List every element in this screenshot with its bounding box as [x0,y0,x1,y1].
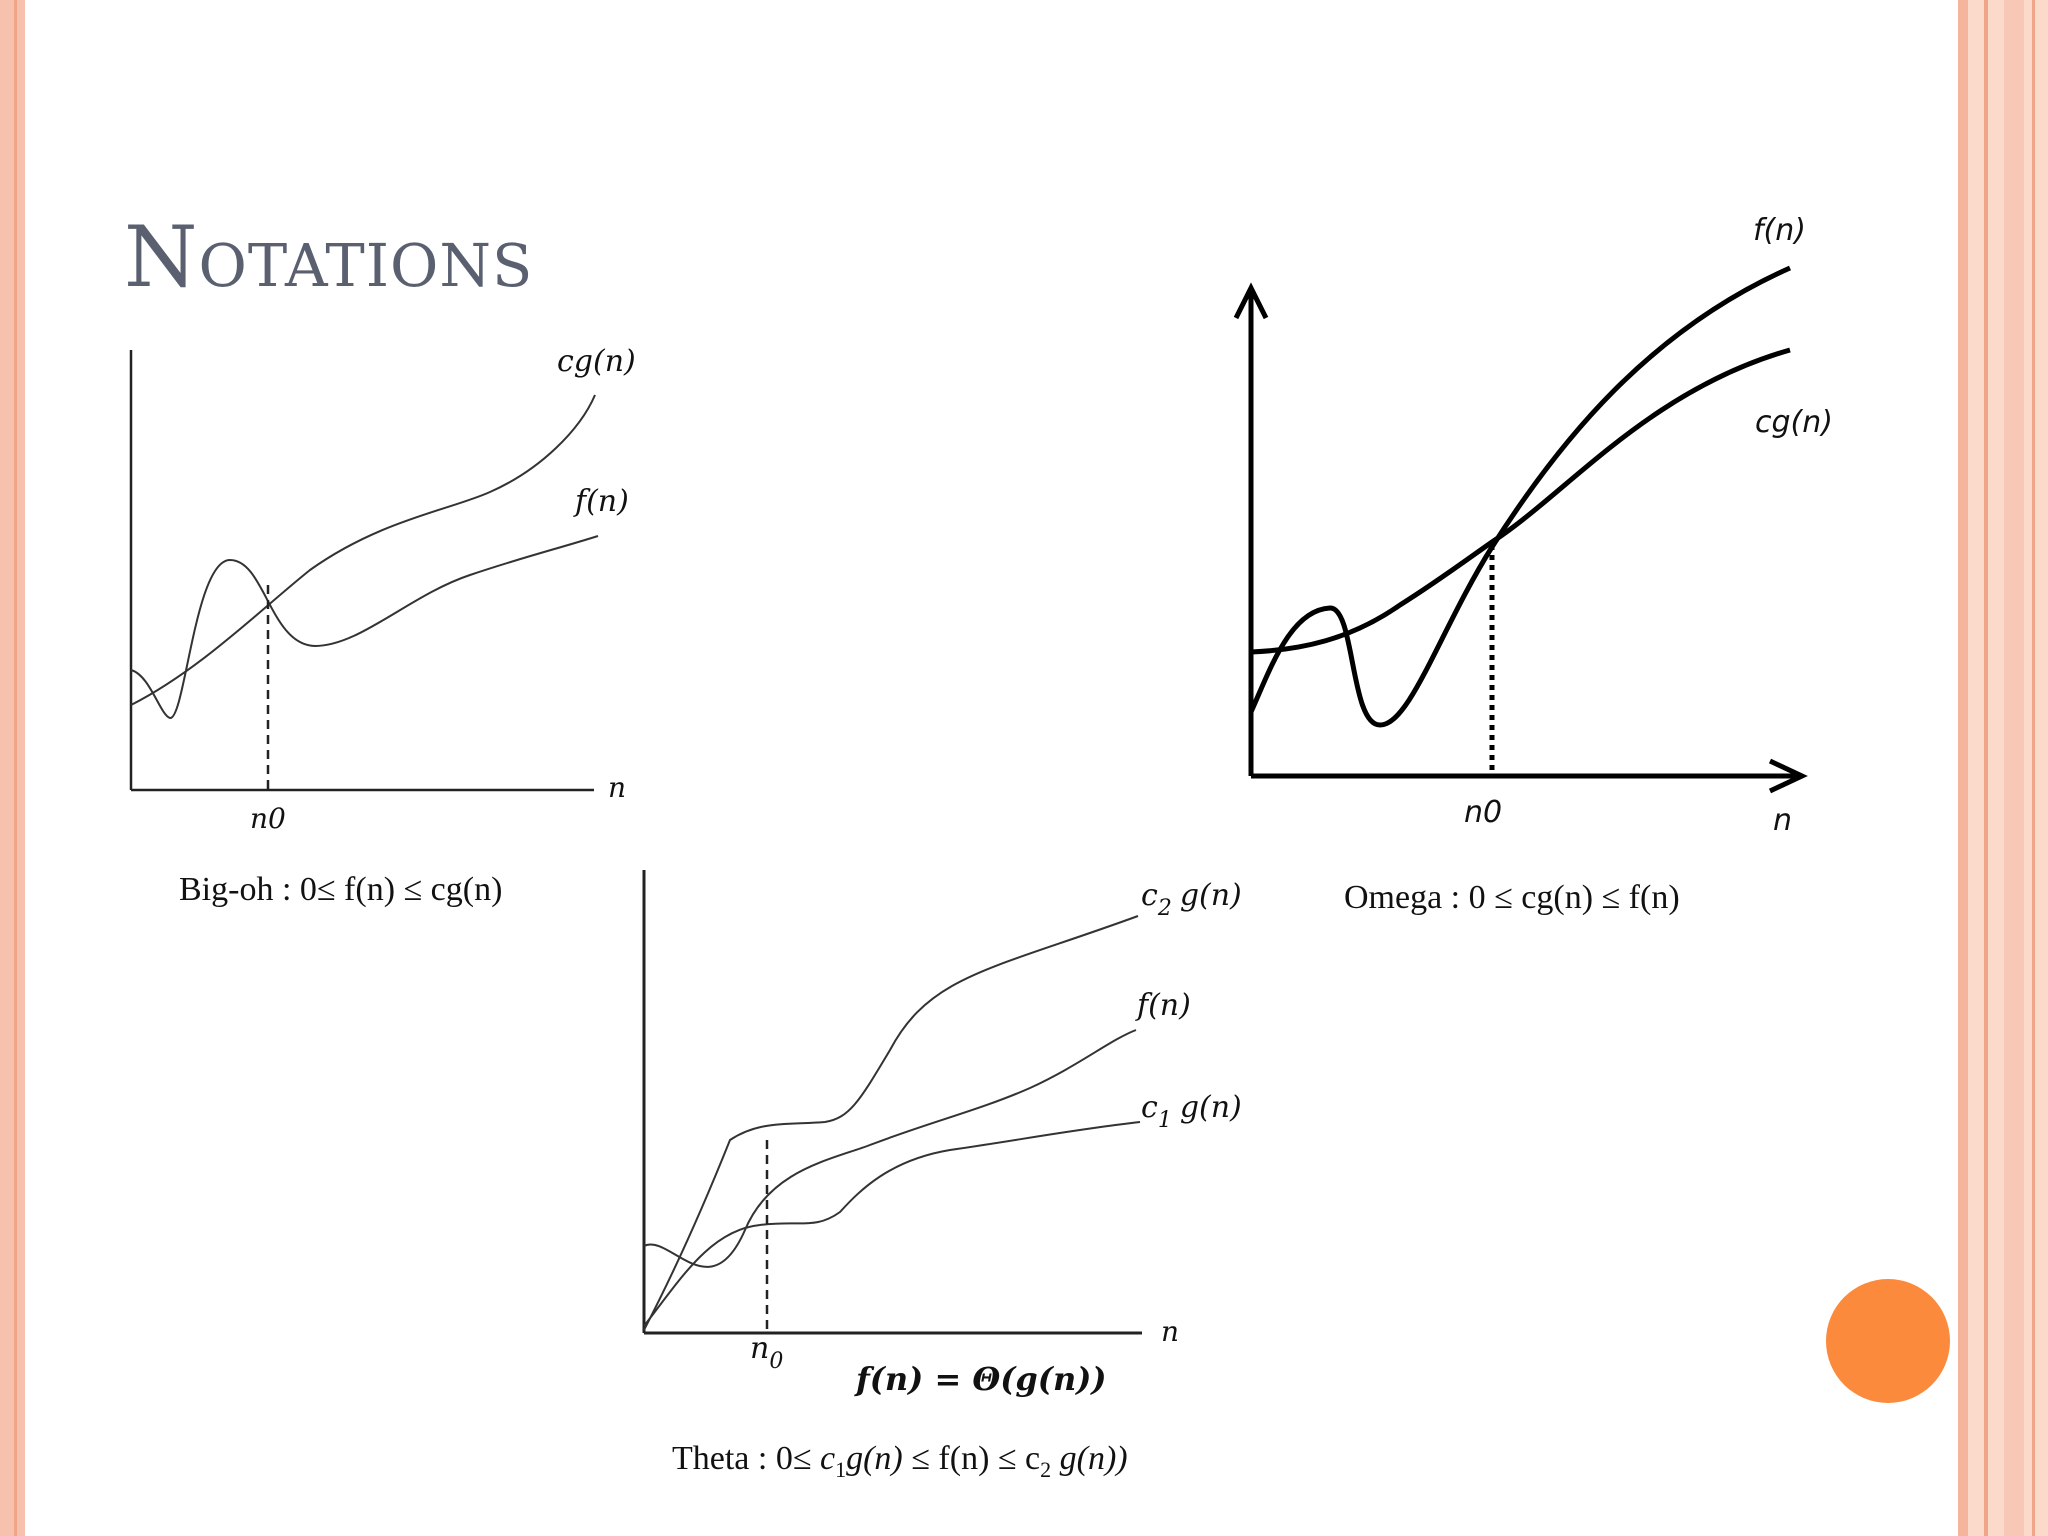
decorative-orange-circle [1826,1279,1950,1403]
omega-n0-label: n0 [1464,795,1502,830]
omega-cg-curve [1250,347,1791,655]
theta-diagram: c2 g(n) f(n) c1 g(n) n n0 f(n) = Θ(g(n)) [642,870,1242,1398]
theta-f-label: f(n) [1135,988,1191,1023]
left-border [0,0,25,1536]
big-oh-diagram: cg(n) f(n) n n0 [129,344,636,835]
omega-x-arrowhead [1768,758,1808,794]
theta-x-label: n [1161,1315,1179,1348]
theta-formula: f(n) = Θ(g(n)) [854,1360,1106,1398]
right-border [1958,0,2048,1536]
big-oh-f-curve [130,535,599,720]
theta-c2g-curve [643,915,1139,1331]
omega-f-label: f(n) [1753,213,1806,248]
big-oh-cg-curve [130,394,596,706]
omega-f-curve [1248,265,1792,728]
slide-title: Notations [124,208,534,306]
big-oh-caption: Big-oh : 0≤ f(n) ≤ cg(n) [179,871,503,908]
omega-cg-label: cg(n) [1755,405,1833,440]
big-oh-f-label: f(n) [573,484,629,519]
omega-caption: Omega : 0 ≤ cg(n) ≤ f(n) [1344,879,1680,916]
big-oh-n0-label: n0 [250,802,286,835]
theta-c1g-label: c1 g(n) [1141,1090,1242,1133]
theta-caption: Theta : 0≤ c1g(n) ≤ f(n) ≤ c2 g(n)) [672,1440,1128,1482]
theta-c2g-label: c2 g(n) [1141,878,1242,921]
big-oh-x-label: n [608,771,626,804]
omega-diagram: f(n) cg(n) n0 n [1233,213,1833,838]
theta-n0-label: n0 [750,1331,783,1374]
theta-f-curve [643,1029,1137,1268]
omega-x-label: n [1773,803,1792,838]
big-oh-cg-label: cg(n) [557,344,636,379]
omega-y-arrowhead [1233,282,1269,320]
theta-c1g-curve [643,1121,1141,1327]
